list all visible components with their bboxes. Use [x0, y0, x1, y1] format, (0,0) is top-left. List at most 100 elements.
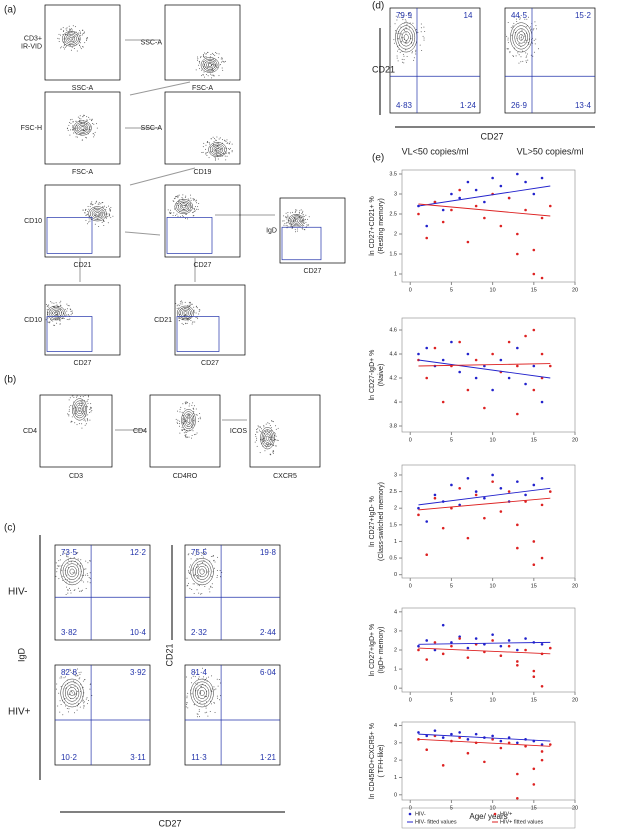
event-dot: [187, 320, 189, 322]
event-dot: [194, 321, 196, 323]
y-tick-label: 4: [394, 723, 397, 729]
event-dot: [186, 703, 188, 705]
event-dot: [109, 214, 111, 216]
event-dot: [87, 399, 89, 401]
event-dot: [275, 435, 277, 437]
event-dot: [295, 231, 297, 233]
event-dot: [91, 120, 93, 122]
event-dot: [207, 676, 209, 678]
point: [474, 376, 478, 380]
event-dot: [83, 704, 85, 706]
event-dot: [530, 54, 532, 56]
event-dot: [184, 301, 186, 303]
fit-line: [418, 185, 551, 207]
event-dot: [87, 575, 89, 577]
event-dot: [65, 28, 67, 30]
event-dot: [66, 574, 68, 576]
event-dot: [205, 701, 207, 703]
event-dot: [520, 37, 522, 39]
event-dot: [533, 39, 535, 41]
event-dot: [182, 194, 184, 196]
event-dot: [405, 41, 407, 43]
event-dot: [84, 701, 86, 703]
event-dot: [87, 562, 89, 564]
event-dot: [223, 139, 225, 141]
event-dot: [202, 667, 204, 669]
event-dot: [84, 212, 86, 214]
event-dot: [91, 204, 93, 206]
event-dot: [225, 159, 227, 161]
contour: [207, 63, 213, 67]
event-dot: [189, 566, 191, 568]
event-dot: [224, 155, 226, 157]
event-dot: [201, 562, 203, 564]
event-dot: [102, 202, 104, 204]
event-dot: [198, 61, 200, 63]
event-dot: [73, 127, 75, 129]
event-dot: [229, 147, 231, 149]
event-dot: [79, 673, 81, 675]
event-dot: [191, 437, 193, 439]
event-dot: [58, 33, 60, 35]
event-dot: [184, 436, 186, 438]
event-dot: [68, 406, 70, 408]
event-dot: [204, 585, 206, 587]
event-dot: [182, 414, 184, 416]
event-dot: [193, 210, 195, 212]
event-dot: [64, 48, 66, 50]
event-dot: [195, 199, 197, 201]
event-dot: [57, 37, 59, 39]
x-axis-label: CXCR5: [273, 473, 297, 480]
event-dot: [54, 324, 56, 326]
y-tick-label: 2: [394, 506, 397, 512]
event-dot: [51, 302, 53, 304]
event-dot: [79, 677, 81, 679]
event-dot: [72, 671, 74, 673]
event-dot: [520, 61, 522, 63]
point: [474, 732, 478, 736]
y-axis-label-line: CD10: [24, 317, 42, 324]
x-axis-label: CD27: [304, 268, 322, 275]
point: [540, 684, 544, 688]
event-dot: [87, 210, 89, 212]
event-dot: [225, 152, 227, 154]
point: [516, 523, 519, 527]
event-dot: [81, 589, 83, 591]
legend-label: HIV+: [500, 811, 512, 817]
gate: [281, 226, 322, 261]
event-dot: [275, 428, 277, 430]
event-dot: [198, 418, 200, 420]
event-dot: [526, 18, 528, 20]
event-dot: [304, 218, 306, 220]
event-dot: [173, 198, 175, 200]
event-dot: [103, 212, 105, 214]
event-dot: [185, 401, 187, 403]
event-dot: [178, 425, 180, 427]
event-dot: [197, 713, 199, 715]
event-dot: [78, 117, 80, 119]
event-dot: [94, 131, 96, 133]
event-dot: [195, 69, 197, 71]
event-dot: [225, 141, 227, 143]
event-dot: [103, 225, 105, 227]
event-dot: [185, 706, 187, 708]
event-dot: [81, 139, 83, 141]
event-dot: [198, 309, 200, 311]
y-axis-label: ICOS: [230, 428, 247, 435]
event-dot: [67, 304, 69, 306]
panel-label: (c): [4, 523, 16, 534]
event-dot: [216, 52, 218, 54]
event-dot: [181, 215, 183, 217]
event-dot: [64, 552, 66, 554]
event-dot: [197, 56, 199, 58]
event-dot: [209, 56, 211, 58]
event-dot: [204, 553, 206, 555]
x-tick-label: 15: [531, 697, 537, 703]
event-dot: [206, 141, 208, 143]
event-dot: [522, 60, 524, 62]
x-tick-label: 0: [409, 583, 412, 589]
quadrant-value: 3·92: [130, 668, 147, 677]
event-dot: [296, 209, 298, 211]
legend-swatch: [493, 812, 497, 816]
contour: [67, 566, 77, 578]
